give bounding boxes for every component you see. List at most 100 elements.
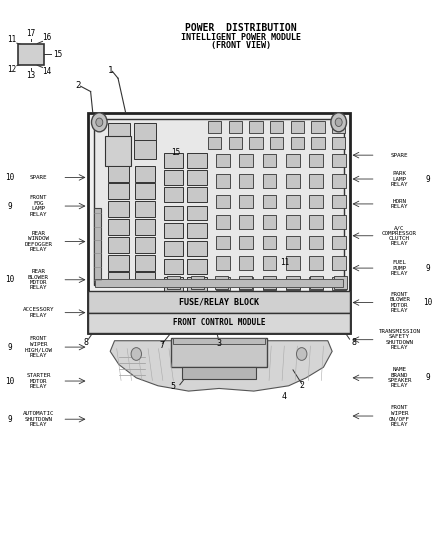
Text: FRONT
WIPER
HIGH/LOW
RELAY: FRONT WIPER HIGH/LOW RELAY [25,336,53,358]
Text: 2: 2 [75,80,80,90]
Text: 15: 15 [171,148,180,157]
Bar [187,241,207,256]
Bar [286,276,300,288]
Text: 7: 7 [160,341,165,350]
Bar [187,259,207,274]
Text: 9: 9 [426,373,430,382]
Text: 14: 14 [42,67,51,76]
Text: 11: 11 [279,258,289,266]
Text: 5: 5 [171,382,176,391]
Bar [94,208,102,282]
Bar [309,195,322,208]
Bar [262,215,276,229]
Bar [262,276,276,288]
Bar [208,137,221,149]
Bar [109,255,129,271]
Bar [286,195,300,208]
Bar [332,236,346,249]
Bar [88,113,350,333]
Bar [134,255,155,271]
Bar [187,277,207,292]
Bar [270,121,283,133]
Bar [173,338,265,344]
Text: AUTOMATIC
SHUTDOWN
RELAY: AUTOMATIC SHUTDOWN RELAY [23,411,54,427]
Text: SPARE: SPARE [391,152,408,158]
Bar [216,256,230,270]
Text: 4: 4 [282,392,287,401]
Bar [134,272,155,287]
Text: NAME
BRAND
SPEAKER
RELAY: NAME BRAND SPEAKER RELAY [387,367,412,389]
Bar [240,236,253,249]
Text: STARTER
MOTOR
RELAY: STARTER MOTOR RELAY [26,373,51,389]
Bar [262,308,276,320]
Bar [262,277,276,290]
Bar [187,295,207,310]
Circle shape [297,348,307,360]
Bar [109,291,129,306]
Bar [262,236,276,249]
Bar [216,154,230,167]
Bar [332,137,345,149]
Bar [208,121,221,133]
Bar [332,195,346,208]
Bar [95,279,343,287]
Text: 11: 11 [7,35,17,44]
Bar [309,277,322,290]
Bar [134,237,155,253]
Bar [134,183,155,199]
Bar [286,277,300,290]
Bar [240,154,253,167]
Bar [229,121,242,133]
Bar [240,195,253,208]
Bar [134,310,155,324]
Bar [262,292,276,304]
Bar [286,236,300,249]
Circle shape [96,118,103,126]
Circle shape [331,113,346,132]
Bar [309,154,322,167]
Bar [163,295,183,310]
Bar [286,174,300,188]
Bar [18,44,44,65]
Bar [167,276,180,288]
Text: FUSE/RELAY BLOCK: FUSE/RELAY BLOCK [179,297,259,306]
Bar [309,174,322,188]
Text: 16: 16 [42,33,51,42]
Bar [109,166,129,182]
Text: REAR
BLOWER
MOTOR
RELAY: REAR BLOWER MOTOR RELAY [28,269,49,290]
Text: 12: 12 [7,65,17,74]
Bar [334,308,347,320]
Bar [134,166,155,182]
Bar [262,195,276,208]
Text: POWER  DISTRIBUTION: POWER DISTRIBUTION [185,23,297,33]
Bar [262,154,276,167]
Text: PARK
LAMP
RELAY: PARK LAMP RELAY [391,171,408,187]
Bar [291,121,304,133]
Circle shape [131,348,141,360]
Bar [250,137,262,149]
Bar [109,201,129,217]
Bar [109,272,129,287]
Text: 13: 13 [26,71,35,80]
Bar [216,277,230,290]
Bar [94,119,344,285]
Bar [286,256,300,270]
Bar [182,367,256,379]
Bar [187,170,207,185]
Text: 10: 10 [5,173,15,182]
Bar [215,308,228,320]
Bar [311,308,323,320]
Text: 17: 17 [26,29,35,38]
Text: 2: 2 [299,381,304,390]
Bar [215,276,228,288]
Bar [108,123,130,142]
Bar [167,308,180,320]
Bar [332,256,346,270]
Bar [239,308,252,320]
Circle shape [92,113,107,132]
Bar [334,276,347,288]
Bar [239,292,252,304]
Text: 9: 9 [8,201,12,211]
Text: 8: 8 [351,338,357,347]
Bar [108,140,130,159]
